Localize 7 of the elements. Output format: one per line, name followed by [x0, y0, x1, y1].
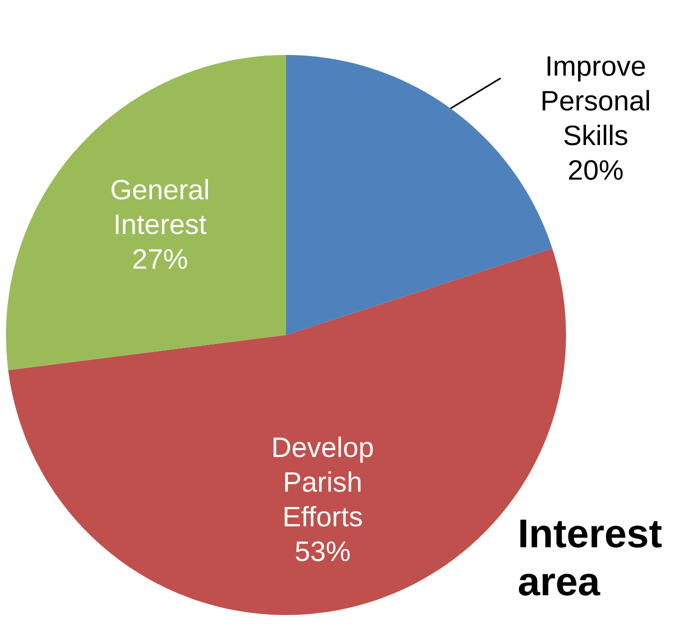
data-label: 27% — [133, 249, 187, 269]
slice-label: Improve Personal Skills — [542, 56, 650, 146]
text: Interest area — [518, 520, 662, 596]
data-label: 53% — [296, 541, 350, 562]
slice-label: Develop Parish Efforts — [274, 436, 373, 527]
data-label: 20% — [569, 160, 623, 180]
slice-label: General Interest — [112, 179, 208, 234]
